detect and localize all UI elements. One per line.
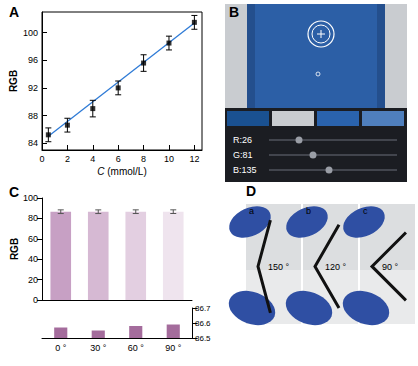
svg-text:a: a [249, 206, 254, 216]
svg-text:b: b [306, 206, 311, 216]
svg-text:(mmol/L): (mmol/L) [104, 166, 146, 177]
svg-text:6: 6 [116, 154, 121, 164]
svg-text:8: 8 [141, 154, 146, 164]
svg-text:30 °: 30 ° [90, 343, 107, 353]
svg-text:92: 92 [28, 83, 38, 93]
svg-text:A: A [9, 4, 19, 20]
svg-text:0 °: 0 ° [55, 343, 67, 353]
svg-text:R:26: R:26 [233, 135, 252, 145]
svg-text:150 °: 150 ° [268, 262, 290, 272]
svg-text:RGB: RGB [9, 238, 20, 260]
svg-text:B: B [229, 4, 239, 20]
svg-text:86.5: 86.5 [195, 334, 211, 343]
svg-text:120 °: 120 ° [325, 262, 347, 272]
svg-text:80: 80 [28, 213, 38, 223]
svg-text:84: 84 [28, 138, 38, 148]
svg-text:100: 100 [23, 28, 38, 38]
svg-text:90 °: 90 ° [165, 343, 182, 353]
svg-text:40: 40 [28, 254, 38, 264]
svg-text:0: 0 [33, 295, 38, 305]
svg-text:C: C [97, 165, 105, 177]
svg-text:60 °: 60 ° [128, 343, 145, 353]
svg-text:B:135: B:135 [233, 165, 257, 175]
svg-text:C: C [9, 184, 19, 200]
svg-text:RGB: RGB [8, 70, 19, 92]
svg-text:88: 88 [28, 111, 38, 121]
svg-text:60: 60 [28, 234, 38, 244]
svg-text:2: 2 [65, 154, 70, 164]
svg-text:96: 96 [28, 55, 38, 65]
svg-text:D: D [246, 183, 256, 199]
svg-text:86.7: 86.7 [195, 304, 211, 313]
svg-text:20: 20 [28, 275, 38, 285]
svg-text:12: 12 [189, 154, 199, 164]
svg-text:0: 0 [39, 154, 44, 164]
svg-text:86.6: 86.6 [195, 319, 211, 328]
svg-text:G:81: G:81 [233, 150, 253, 160]
svg-text:100: 100 [23, 193, 38, 203]
svg-text:c: c [363, 206, 368, 216]
svg-text:10: 10 [164, 154, 174, 164]
svg-text:4: 4 [90, 154, 95, 164]
svg-text:90 °: 90 ° [382, 262, 399, 272]
